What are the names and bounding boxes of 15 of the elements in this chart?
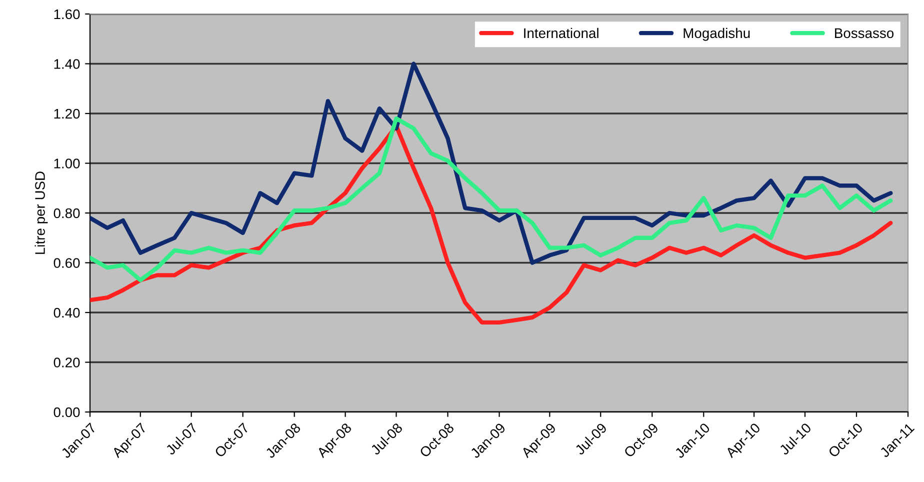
y-axis-title: Litre per USD <box>34 172 48 254</box>
legend-label: International <box>524 28 598 38</box>
y-tick-label: 0.80 <box>54 208 80 218</box>
y-tick-label: 0.40 <box>54 308 80 318</box>
y-tick-label: 1.00 <box>54 158 80 168</box>
y-tick-label: 1.60 <box>54 9 80 20</box>
legend-label: Bossasso <box>835 28 894 38</box>
y-tick-label: 0.60 <box>54 258 80 268</box>
y-tick-label: 1.40 <box>54 59 80 69</box>
y-tick-label: 1.20 <box>54 108 80 119</box>
y-tick-label: 0.00 <box>54 407 80 418</box>
legend-label: Mogadishu <box>684 28 750 41</box>
line-series <box>90 62 893 265</box>
line-series <box>90 116 893 282</box>
y-tick-label: 0.20 <box>54 358 80 368</box>
